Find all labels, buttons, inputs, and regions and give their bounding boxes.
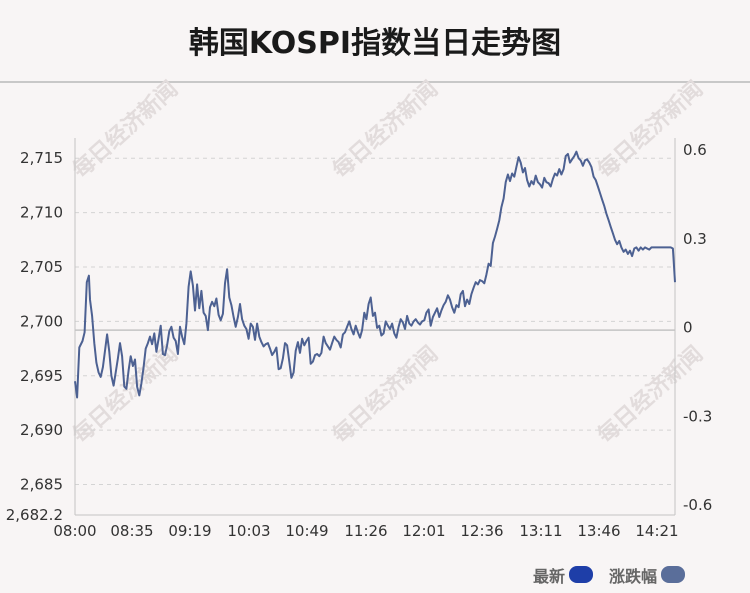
x-tick-label: 09:19	[168, 522, 211, 540]
watermark-text: 每日经济新闻	[328, 341, 444, 449]
x-tick-label: 08:00	[53, 522, 96, 540]
x-tick-label: 11:26	[344, 522, 387, 540]
watermark-text: 每日经济新闻	[68, 341, 184, 449]
x-tick-label: 08:35	[110, 522, 153, 540]
x-tick-label: 14:21	[635, 522, 678, 540]
legend-latest-swatch	[569, 566, 593, 583]
y-left-tick-label: 2,682.2	[6, 506, 63, 524]
legend-latest-label: 最新	[533, 567, 566, 586]
watermark-text: 每日经济新闻	[68, 76, 184, 184]
y-right-tick-label: -0.3	[683, 407, 712, 425]
chart-title: 韩国KOSPI指数当日走势图	[188, 26, 562, 61]
legend-change-swatch	[661, 566, 685, 583]
x-tick-label: 13:46	[577, 522, 620, 540]
x-tick-label: 12:36	[460, 522, 503, 540]
series-layer	[74, 150, 676, 399]
title-divider	[0, 81, 750, 83]
y-right-tick-label: 0.6	[683, 141, 707, 159]
y-right-tick-label: 0	[683, 319, 693, 337]
y-left-tick-label: 2,685	[20, 476, 63, 494]
watermark-text: 每日经济新闻	[328, 76, 444, 184]
y-left-tick-label: 2,695	[20, 367, 63, 385]
y-left-tick-label: 2,700	[20, 312, 63, 330]
x-tick-label: 10:03	[227, 522, 270, 540]
x-tick-label: 10:49	[285, 522, 328, 540]
x-tick-label: 13:11	[519, 522, 562, 540]
grid-layer	[75, 157, 675, 486]
y-left-tick-label: 2,715	[20, 149, 63, 167]
y-left-tick-label: 2,690	[20, 421, 63, 439]
x-tick-label: 12:01	[402, 522, 445, 540]
y-left-tick-label: 2,710	[20, 204, 63, 222]
y-right-tick-label: 0.3	[683, 230, 707, 248]
axes-layer	[74, 138, 676, 516]
y-right-tick-label: -0.6	[683, 496, 712, 514]
watermark-text: 每日经济新闻	[593, 76, 709, 184]
y-left-tick-label: 2,705	[20, 258, 63, 276]
series-line-latest	[74, 150, 676, 399]
tick-labels-layer: 2,715 2,710 2,705 2,700 2,695 2,690 2,685 2,682…	[6, 141, 713, 540]
watermark-text: 每日经济新闻	[593, 341, 709, 449]
legend-change-label: 涨跌幅	[609, 567, 658, 586]
